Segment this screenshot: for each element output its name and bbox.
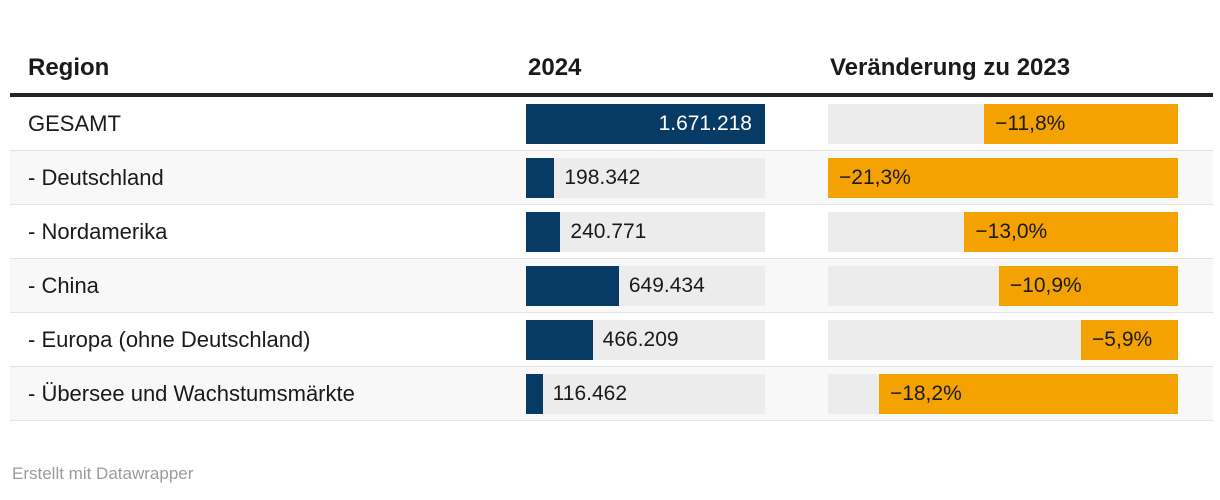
table-body: GESAMT 1.671.218 −11,8% - Deutschland [10, 97, 1213, 421]
value-label: 198.342 [564, 165, 641, 189]
value-2024-cell: 1.671.218 [526, 103, 765, 144]
value-bar-track: 466.209 [526, 319, 765, 360]
change-bar-track: −11,8% [828, 103, 1178, 144]
value-bar [526, 265, 619, 306]
region-label: - Übersee und Wachstumsmärkte [28, 380, 355, 406]
change-label: −10,9% [1009, 273, 1082, 297]
value-bar [526, 103, 765, 144]
table-row-uebersee: - Übersee und Wachstumsmärkte 116.462 −1… [10, 367, 1213, 421]
change-bar-track: −13,0% [828, 211, 1178, 252]
table-row-deutschland: - Deutschland 198.342 −21,3% [10, 151, 1213, 205]
value-bar [526, 373, 543, 414]
change-label: −21,3% [839, 165, 911, 189]
change-cell: −18,2% [828, 373, 1178, 414]
change-bar-track: −21,3% [828, 157, 1178, 198]
change-bar-track: −10,9% [828, 265, 1178, 306]
column-header-change: Veränderung zu 2023 [830, 53, 1071, 81]
value-label: 466.209 [602, 327, 679, 351]
change-bar [998, 265, 1178, 306]
change-label: −11,8% [995, 111, 1066, 135]
value-bar [526, 319, 593, 360]
change-bar [964, 211, 1178, 252]
value-label: 1.671.218 [658, 111, 752, 135]
change-cell: −13,0% [828, 211, 1178, 252]
value-2024-cell: 116.462 [526, 373, 765, 414]
region-label: - Europa (ohne Deutschland) [28, 326, 311, 352]
table-row-nordamerika: - Nordamerika 240.771 −13,0% [10, 205, 1213, 259]
change-bar [878, 373, 1178, 414]
column-header-2024: 2024 [528, 53, 582, 81]
change-cell: −10,9% [828, 265, 1178, 306]
change-bar [984, 103, 1178, 144]
change-bar-track: −18,2% [828, 373, 1178, 414]
change-cell: −11,8% [828, 103, 1178, 144]
value-bar [526, 157, 555, 198]
value-bar-track: 198.342 [526, 157, 765, 198]
change-label: −13,0% [975, 219, 1048, 243]
value-label: 240.771 [570, 219, 647, 243]
region-label: - Deutschland [28, 164, 164, 190]
value-bar [526, 211, 561, 252]
region-label: GESAMT [28, 110, 121, 136]
change-bar-track: −5,9% [828, 319, 1178, 360]
value-2024-cell: 466.209 [526, 319, 765, 360]
region-label: - Nordamerika [28, 218, 168, 244]
change-bar [1081, 319, 1178, 360]
change-bar [828, 157, 1178, 198]
change-cell: −5,9% [828, 319, 1178, 360]
table-row-europa: - Europa (ohne Deutschland) 466.209 −5,9… [10, 313, 1213, 367]
value-2024-cell: 240.771 [526, 211, 765, 252]
value-2024-cell: 649.434 [526, 265, 765, 306]
region-label: - China [28, 272, 99, 298]
datawrapper-credit-link[interactable]: Erstellt mit Datawrapper [12, 464, 194, 483]
value-bar-track: 116.462 [526, 373, 765, 414]
table-header-row: Region 2024 Veränderung zu 2023 [10, 42, 1213, 97]
value-label: 116.462 [552, 381, 627, 405]
value-bar-track: 1.671.218 [526, 103, 765, 144]
value-label: 649.434 [628, 273, 705, 297]
value-bar-track: 240.771 [526, 211, 765, 252]
value-2024-cell: 198.342 [526, 157, 765, 198]
change-label: −18,2% [889, 381, 962, 405]
table-row-china: - China 649.434 −10,9% [10, 259, 1213, 313]
column-header-region: Region [28, 53, 110, 81]
table-row-gesamt: GESAMT 1.671.218 −11,8% [10, 97, 1213, 151]
change-cell: −21,3% [828, 157, 1178, 198]
change-label: −5,9% [1092, 327, 1153, 351]
value-bar-track: 649.434 [526, 265, 765, 306]
